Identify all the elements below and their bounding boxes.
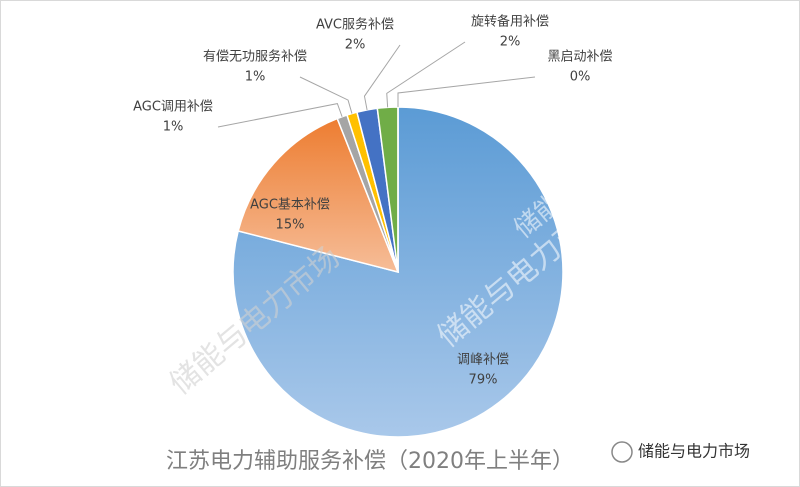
pie-slice — [232, 106, 564, 438]
value-label: 2% — [500, 35, 521, 50]
brand-icon — [611, 441, 633, 463]
leader-line — [397, 76, 536, 107]
pie — [232, 106, 564, 438]
value-label: 2% — [345, 38, 366, 53]
leader-line — [217, 103, 343, 128]
value-label: 79% — [469, 373, 498, 388]
value-label: 1% — [245, 70, 266, 85]
leader-line — [386, 41, 466, 108]
category-label: 旋转备用补偿 — [471, 14, 549, 30]
category-label: 黑启动补偿 — [547, 50, 612, 65]
category-label: 有偿无功服务补偿 — [203, 49, 307, 65]
category-label: AGC基本补偿 — [250, 198, 330, 213]
value-label: 15% — [276, 218, 305, 233]
pie-slice — [237, 117, 400, 274]
category-label: AGC调用补偿 — [133, 100, 213, 115]
leader-line — [363, 44, 401, 111]
chart-title: 江苏电力辅助服务补偿（2020年上半年） — [166, 449, 574, 474]
category-label: 调峰补偿 — [457, 353, 509, 368]
value-label: 0% — [570, 70, 591, 85]
value-label: 1% — [163, 120, 184, 135]
category-label: AVC服务补偿 — [316, 17, 394, 33]
brand: 储能与电力市场 — [638, 442, 750, 461]
leader-line — [299, 76, 353, 114]
